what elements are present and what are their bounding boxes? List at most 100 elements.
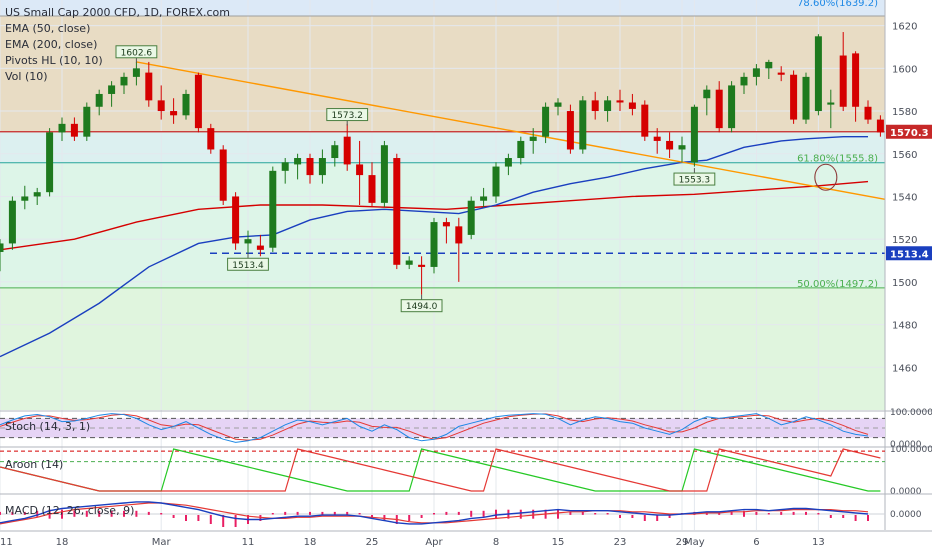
candle[interactable] <box>628 93 636 116</box>
candle[interactable] <box>480 187 488 208</box>
candle[interactable] <box>58 117 66 141</box>
candle[interactable] <box>442 217 450 244</box>
candle[interactable] <box>21 185 29 210</box>
candle[interactable] <box>405 256 413 270</box>
candle[interactable] <box>8 196 16 250</box>
candle[interactable] <box>157 85 165 120</box>
candle[interactable] <box>430 217 438 274</box>
stoch-label[interactable]: Stoch (14, 3, 1) <box>5 420 90 433</box>
legend-volume[interactable]: Vol (10) <box>5 70 48 83</box>
stoch-k-line[interactable] <box>0 413 869 443</box>
candle[interactable] <box>864 100 872 124</box>
candle[interactable] <box>244 230 252 255</box>
candle[interactable] <box>777 66 785 82</box>
candle[interactable] <box>182 89 190 120</box>
candle[interactable] <box>33 187 41 205</box>
price-tag[interactable] <box>886 124 932 139</box>
candle[interactable] <box>393 153 401 270</box>
candle[interactable] <box>108 81 116 107</box>
candle[interactable] <box>827 89 835 129</box>
candle[interactable] <box>95 89 103 116</box>
candle[interactable] <box>46 128 54 197</box>
candle[interactable] <box>690 104 698 167</box>
candle[interactable] <box>318 149 326 184</box>
ema-200-path[interactable] <box>0 180 869 251</box>
aroon-pane[interactable]: Aroon (14) 100.0000 0.0000 <box>0 445 932 497</box>
candle[interactable] <box>876 115 884 137</box>
candle[interactable] <box>132 61 140 86</box>
candle[interactable] <box>715 81 723 133</box>
candle[interactable] <box>418 256 426 295</box>
candle[interactable] <box>492 162 500 203</box>
candle[interactable] <box>752 64 760 86</box>
macd-pane[interactable]: MACD (12, 26, close, 9) 0.0000 <box>0 493 932 527</box>
aroon-label[interactable]: Aroon (14) <box>5 458 63 471</box>
candle[interactable] <box>604 96 612 122</box>
legend-ema200[interactable]: EMA (200, close) <box>5 38 98 51</box>
candle[interactable] <box>170 98 178 124</box>
candle[interactable] <box>641 100 649 141</box>
candle[interactable] <box>653 128 661 154</box>
candle[interactable] <box>579 96 587 154</box>
candle[interactable] <box>194 72 202 133</box>
candle[interactable] <box>814 34 822 116</box>
candle[interactable] <box>343 123 351 171</box>
candle[interactable] <box>740 72 748 94</box>
candle[interactable] <box>790 70 798 124</box>
candle[interactable] <box>529 128 537 154</box>
candle[interactable] <box>207 123 215 154</box>
chart-title[interactable]: US Small Cap 2000 CFD, 1D, FOREX.com <box>5 6 231 19</box>
candle[interactable] <box>467 196 475 240</box>
candle[interactable] <box>566 104 574 154</box>
circle-annotation[interactable] <box>814 163 838 191</box>
candle[interactable] <box>678 136 686 163</box>
candle[interactable] <box>0 239 4 272</box>
macd-label[interactable]: MACD (12, 26, close, 9) <box>5 504 134 517</box>
aroon-up-line[interactable] <box>0 448 881 492</box>
trendline[interactable] <box>136 61 886 200</box>
candle[interactable] <box>356 140 364 205</box>
candles[interactable] <box>0 32 884 295</box>
candle[interactable] <box>256 234 264 257</box>
candle[interactable] <box>331 140 339 167</box>
circle-shape[interactable] <box>814 163 838 191</box>
candle[interactable] <box>802 72 810 124</box>
candle[interactable] <box>517 136 525 165</box>
stochastic-pane[interactable]: Stoch (14, 3, 1) 100.0000 0.0000 <box>0 408 932 450</box>
candle[interactable] <box>554 98 562 116</box>
candle[interactable] <box>839 32 847 112</box>
candle[interactable] <box>455 217 463 282</box>
legend-pivots[interactable]: Pivots HL (10, 10) <box>5 54 103 67</box>
candle[interactable] <box>219 145 227 205</box>
candle[interactable] <box>728 81 736 133</box>
candle[interactable] <box>145 61 153 107</box>
candle[interactable] <box>83 102 91 141</box>
macd-line[interactable] <box>0 501 869 525</box>
aroon-down-line[interactable] <box>0 448 881 492</box>
candle[interactable] <box>765 59 773 80</box>
legend-ema50[interactable]: EMA (50, close) <box>5 22 91 35</box>
candle[interactable] <box>120 72 128 94</box>
candle[interactable] <box>70 117 78 141</box>
ema-50-path[interactable] <box>0 135 868 358</box>
candle[interactable] <box>591 91 599 120</box>
candle[interactable] <box>232 192 240 250</box>
candle[interactable] <box>294 153 302 180</box>
candle[interactable] <box>616 89 624 112</box>
candle[interactable] <box>368 162 376 208</box>
candle[interactable] <box>666 132 674 159</box>
candle-body <box>616 100 624 103</box>
price-tag[interactable] <box>886 246 932 261</box>
candle[interactable] <box>281 158 289 184</box>
candle[interactable] <box>703 85 711 116</box>
candle[interactable] <box>542 102 550 144</box>
candle[interactable] <box>306 153 314 184</box>
candle[interactable] <box>380 140 388 208</box>
candle[interactable] <box>269 166 277 252</box>
trendline-segment[interactable] <box>136 61 886 200</box>
candle[interactable] <box>852 51 860 122</box>
candle[interactable] <box>504 153 512 176</box>
price-axis[interactable]: 1460 1480 1500 1520 1540 1560 1580 1600 1620 1570… <box>884 0 932 550</box>
